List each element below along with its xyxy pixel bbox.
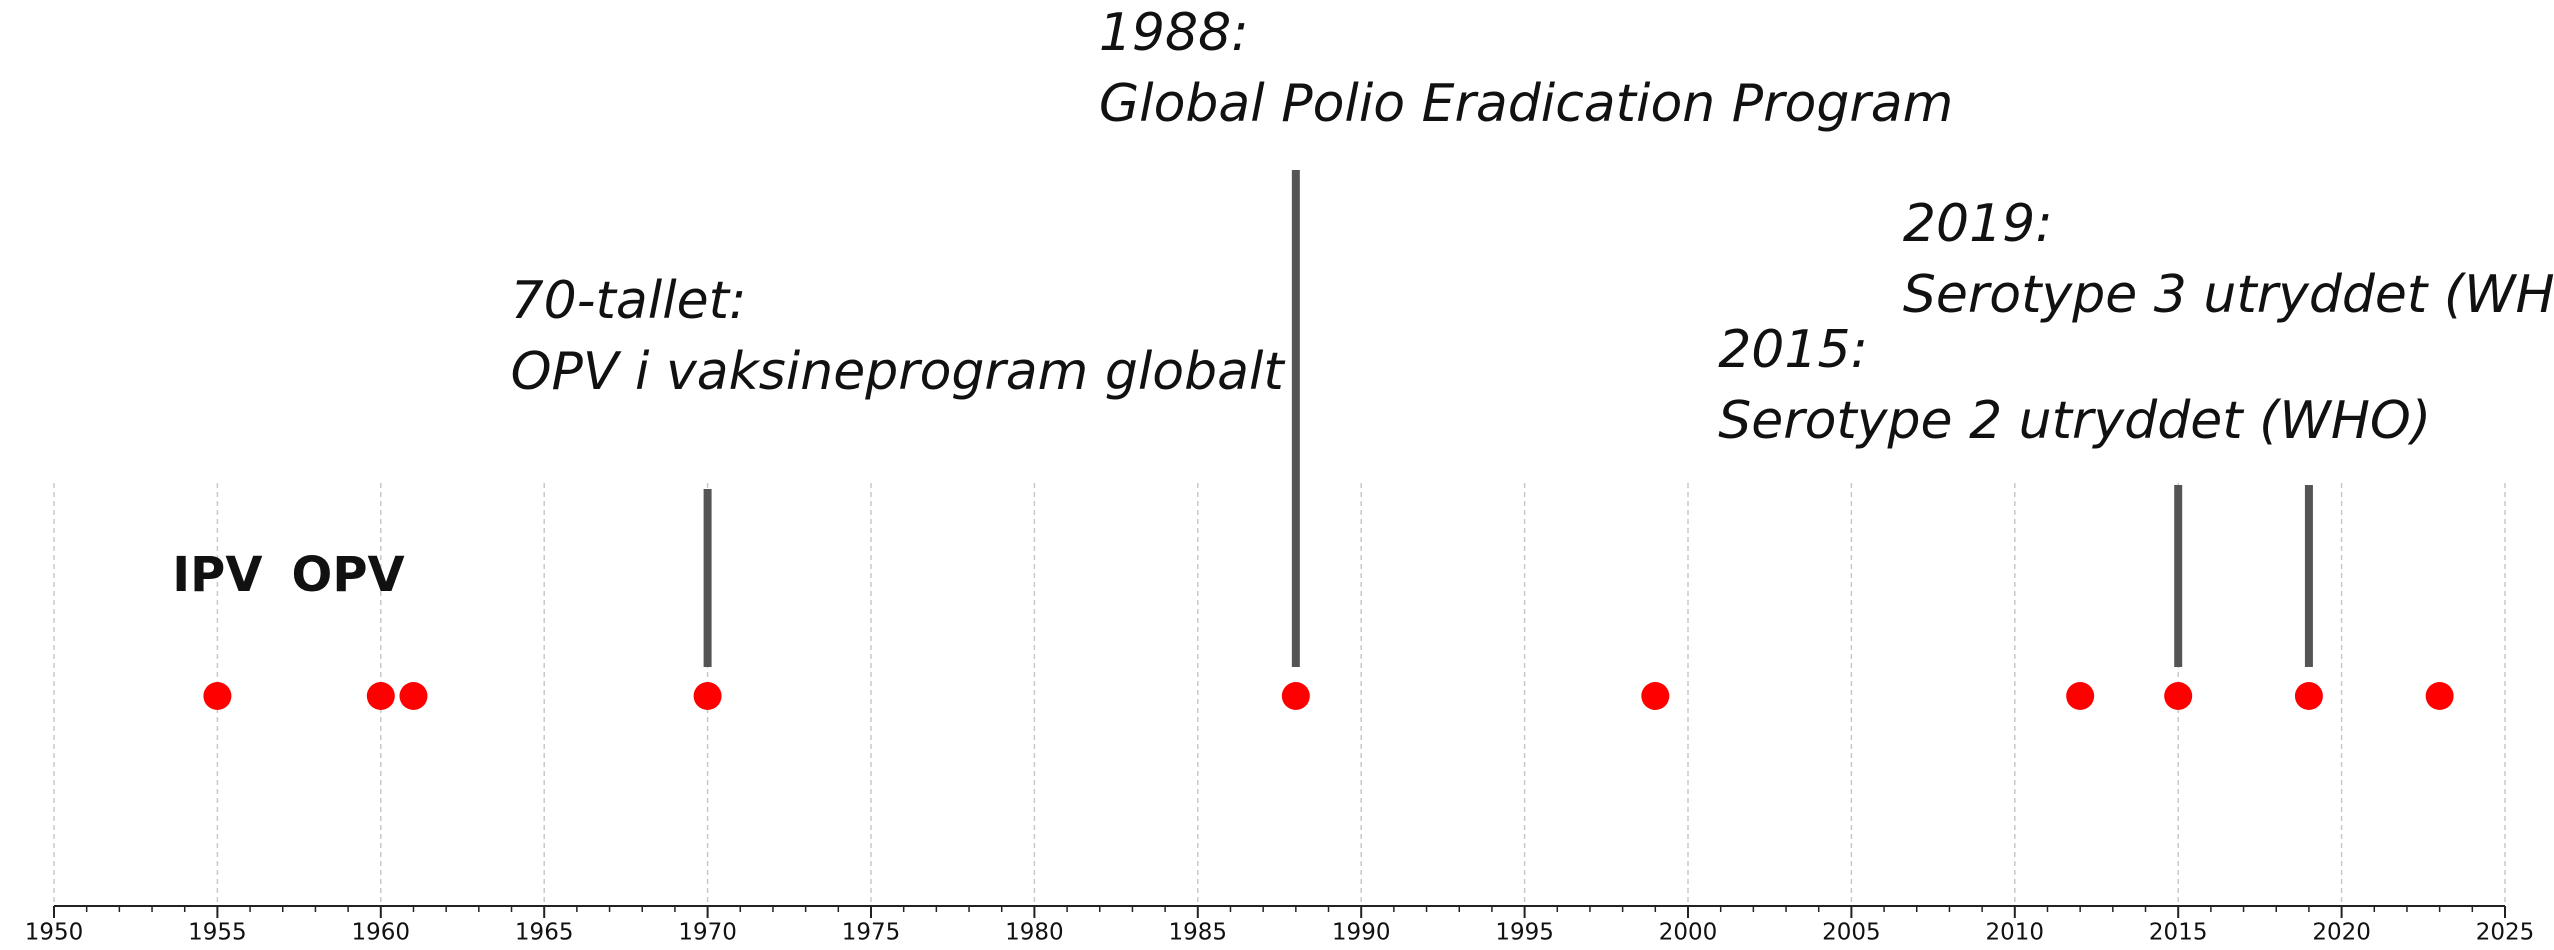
x-tick-label: 2005 [1822, 920, 1881, 946]
event-point [399, 682, 428, 710]
x-tick-label: 1975 [842, 920, 901, 946]
x-tick-label: 2020 [2312, 920, 2371, 946]
annotation-text: Serotype 3 utryddet (WHO) [1903, 265, 2554, 325]
x-tick-label: 2010 [1986, 920, 2045, 946]
annotation-text: Serotype 2 utryddet (WHO) [1718, 391, 2431, 451]
x-tick-label: 1950 [25, 920, 84, 946]
event-label: OPV [292, 547, 405, 603]
event-point [366, 682, 395, 710]
x-tick-label: 1965 [515, 920, 574, 946]
event-point [1281, 682, 1310, 710]
x-tick-label: 1985 [1169, 920, 1228, 946]
x-tick-label: 1960 [352, 920, 411, 946]
x-tick-label: 2000 [1659, 920, 1718, 946]
annotation-label: 2015: [1718, 320, 1868, 380]
annotation-label: 70-tallet: [511, 271, 747, 331]
annotation-label: 2019: [1903, 194, 2053, 254]
x-tick-label: 2025 [2476, 920, 2535, 946]
event-point [1641, 682, 1670, 710]
event-point [2164, 682, 2193, 710]
event-point [203, 682, 232, 710]
x-tick-label: 1995 [1495, 920, 1554, 946]
event-label: IPV [172, 547, 262, 603]
x-tick-label: 1980 [1005, 920, 1064, 946]
annotation-label: 1988: [1099, 3, 1249, 63]
x-tick-label: 1990 [1332, 920, 1391, 946]
x-tick-label: 2015 [2149, 920, 2208, 946]
annotation-text: OPV i vaksineprogram globalt [511, 342, 1286, 402]
event-point [693, 682, 722, 710]
x-tick-label: 1955 [188, 920, 247, 946]
event-point [2066, 682, 2095, 710]
annotation-text: Global Polio Eradication Program [1099, 74, 1953, 134]
event-point [2294, 682, 2323, 710]
x-tick-label: 1970 [678, 920, 737, 946]
event-point [2425, 682, 2454, 710]
